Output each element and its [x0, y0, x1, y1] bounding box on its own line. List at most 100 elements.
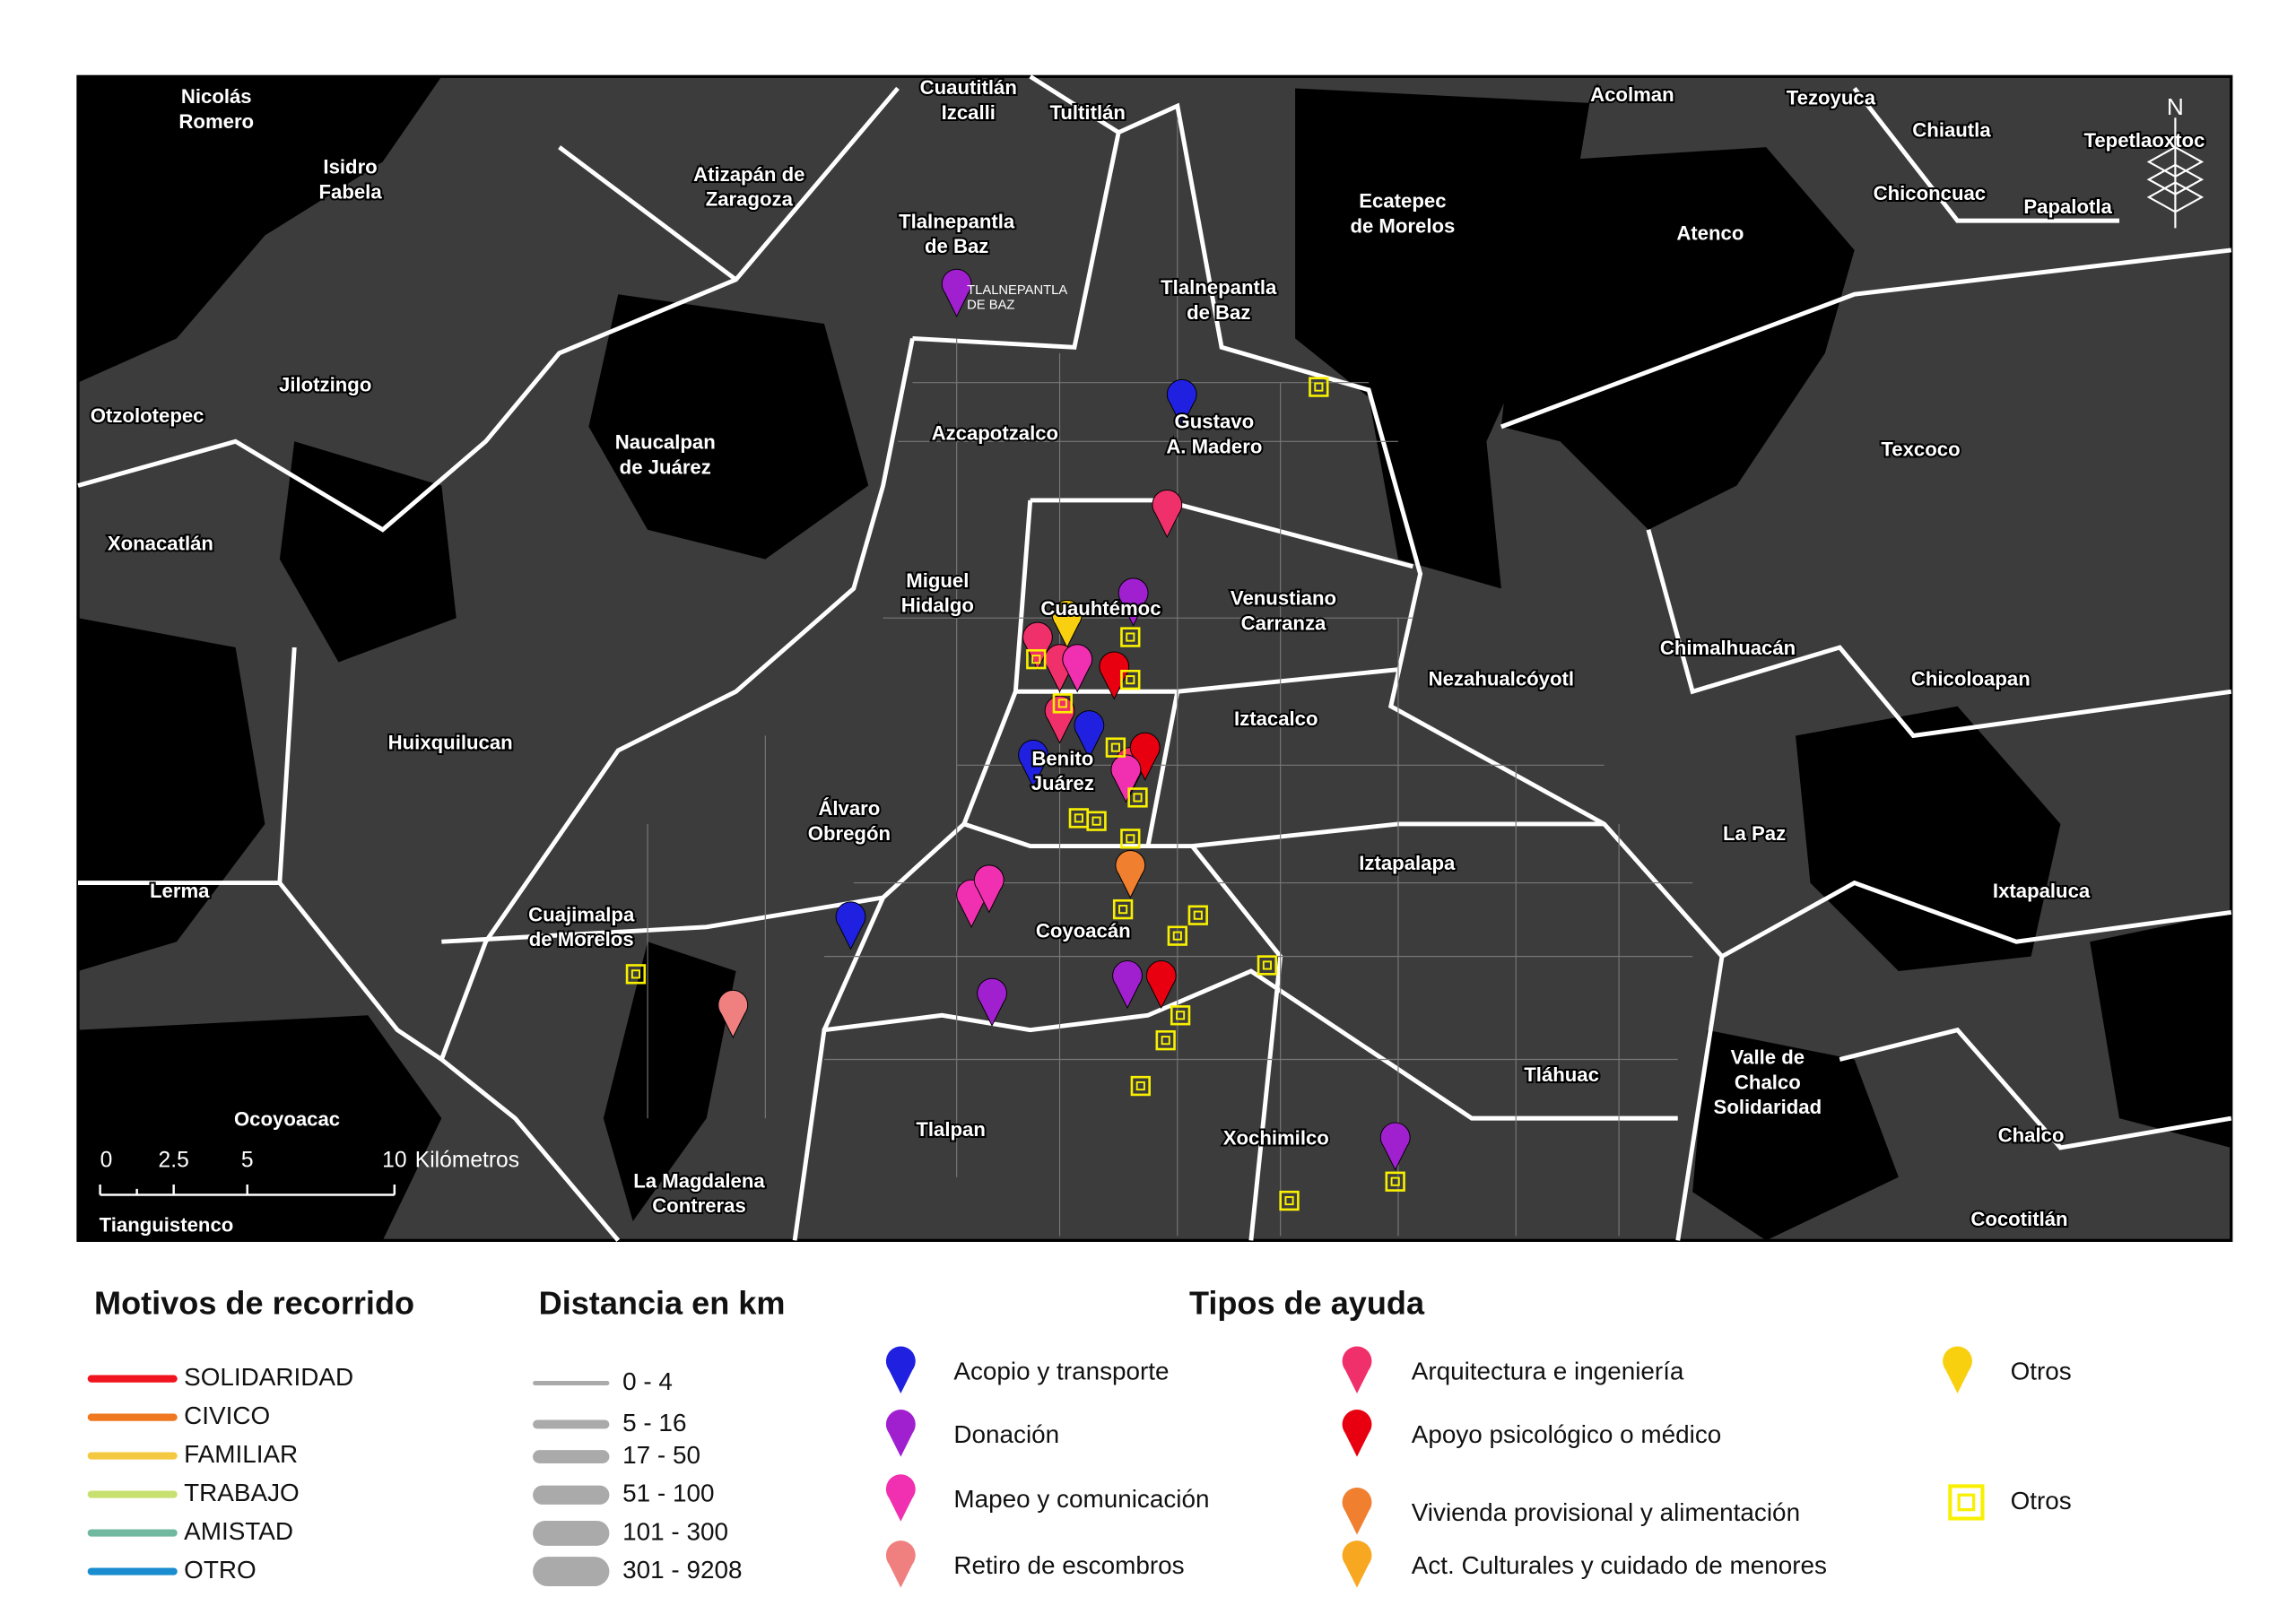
help-square — [625, 964, 647, 985]
legend-pin — [1943, 1346, 1972, 1394]
place-label-line: Iztapalapa — [1359, 852, 1456, 874]
legend-title: Distancia en km — [539, 1284, 786, 1321]
place-label-line: Cuajimalpa — [528, 903, 635, 925]
place-label: Iztapalapa — [1359, 852, 1456, 874]
place-label-line: Tlalnepantla — [899, 210, 1015, 232]
place-label-line: Tezoyuca — [1787, 87, 1876, 109]
help-square-inner — [1031, 655, 1041, 664]
place-label: Tlalnepantla de Baz — [899, 210, 1015, 257]
help-pin — [1145, 960, 1177, 1010]
place-label: Otzolotepec — [91, 404, 204, 427]
help-pin — [1110, 754, 1142, 803]
help-square-inner — [1126, 675, 1135, 685]
place-label-line: Otzolotepec — [91, 404, 204, 427]
place-label: Valle de Chalco Solidaridad — [1714, 1046, 1822, 1118]
legend-label: 17 - 50 — [622, 1441, 700, 1469]
place-label: Cuautitlán Izcalli — [920, 76, 1017, 124]
help-square-inner — [631, 969, 641, 979]
help-square-inner — [1176, 1011, 1186, 1020]
legend-label: Act. Culturales y cuidado de menores — [1412, 1551, 1827, 1579]
place-label-line: La Paz — [1723, 822, 1786, 845]
help-pin — [1018, 739, 1048, 789]
place-label-line: Juárez — [1031, 772, 1094, 794]
place-label: Nicolás Romero — [178, 85, 254, 133]
place-label-line: Ixtapaluca — [1993, 880, 2091, 902]
place-label-line: Nicolás — [181, 85, 252, 108]
place-label: Cuauhtémoc — [1040, 597, 1161, 620]
legend-label: OTRO — [184, 1556, 257, 1584]
help-square-inner — [1262, 960, 1273, 970]
place-label-line: Obregón — [808, 822, 891, 845]
legend-label: 101 - 300 — [622, 1517, 728, 1545]
legend-label: 301 - 9208 — [622, 1556, 742, 1584]
legend-pin — [1342, 1488, 1372, 1535]
place-label-line: Nezahualcóyotl — [1429, 668, 1574, 690]
legend-label: AMISTAD — [184, 1517, 293, 1545]
place-label-line: Huixquilucan — [388, 731, 513, 753]
legend-label: CIVICO — [184, 1402, 270, 1429]
place-label-line: Isidro — [323, 156, 377, 178]
legend-label: TRABAJO — [184, 1479, 300, 1506]
scale-tick-label: 10 — [382, 1148, 406, 1172]
legend-label: Vivienda provisional y alimentación — [1412, 1498, 1800, 1526]
legend-pin — [1342, 1346, 1372, 1394]
help-square — [1052, 693, 1073, 714]
place-label-line: Gustavo — [1175, 411, 1255, 433]
place-label-line: Valle de — [1731, 1046, 1805, 1068]
scale-bar-lines — [99, 1184, 396, 1196]
legend-label: FAMILIAR — [184, 1440, 298, 1468]
place-label-line: de Morelos — [529, 928, 634, 950]
place-label: Nezahualcóyotl — [1429, 668, 1574, 690]
place-label-line: Chicoloapan — [1911, 668, 2031, 690]
help-pin — [1166, 378, 1197, 428]
place-label: Naucalpan de Juárez — [615, 430, 716, 478]
legend-pin — [1342, 1410, 1372, 1457]
help-pin — [1051, 600, 1083, 649]
help-square — [1130, 1075, 1151, 1097]
help-pin — [1115, 849, 1146, 899]
help-square-inner — [1057, 699, 1067, 708]
place-label: Tultitlán — [1049, 101, 1125, 124]
place-label: Coyoacán — [1036, 919, 1131, 942]
legend-pin — [1342, 1541, 1372, 1588]
help-square — [1120, 669, 1141, 690]
help-square-inner — [1126, 632, 1135, 642]
place-label: Atizapán de Zaragoza — [693, 163, 804, 211]
place-label-line: Jilotzingo — [279, 374, 371, 396]
legend-label: Apoyo psicológico o médico — [1412, 1420, 1722, 1448]
place-label-line: Ecatepec — [1359, 189, 1446, 212]
help-square-inner — [1118, 905, 1128, 915]
place-label-line: Naucalpan — [615, 430, 716, 453]
place-label-line: Chalco — [1735, 1071, 1801, 1093]
place-label-line: Cocotitlán — [1970, 1208, 2067, 1230]
place-label-line: Papalotla — [2023, 195, 2112, 218]
place-label-line: Romero — [178, 110, 254, 133]
help-square-inner — [1110, 742, 1120, 752]
help-pin — [977, 977, 1007, 1027]
place-label-line: Xonacatlán — [108, 533, 213, 555]
place-label-line: Atizapán de — [693, 163, 804, 186]
help-square — [1127, 787, 1148, 808]
help-square-inner — [1193, 910, 1203, 920]
help-pin — [1118, 577, 1149, 627]
place-label-line: Texcoco — [1881, 438, 1960, 461]
help-square-inner — [1135, 1081, 1145, 1091]
help-square — [1170, 1005, 1191, 1026]
place-label: Iztacalco — [1234, 707, 1318, 730]
place-label-line: Chalco — [1998, 1124, 2065, 1146]
help-pin — [973, 864, 1004, 914]
place-label-line: de Juárez — [620, 456, 711, 478]
place-label-line: Ocoyoacac — [234, 1107, 340, 1130]
place-label: Chimalhuacán — [1660, 637, 1796, 659]
help-pin — [1379, 1122, 1411, 1171]
legend-label: Otros — [2011, 1487, 2072, 1515]
help-pin — [1074, 710, 1105, 759]
help-pin — [1022, 621, 1053, 671]
help-square-inner — [1161, 1036, 1170, 1046]
place-label-line: Iztacalco — [1234, 707, 1318, 730]
legend-label: Arquitectura e ingeniería — [1412, 1357, 1684, 1384]
legend-square-inner — [1957, 1493, 1976, 1512]
legend-pin — [885, 1410, 916, 1457]
legend-square — [1948, 1484, 1985, 1521]
place-label-line: Coyoacán — [1036, 919, 1131, 942]
